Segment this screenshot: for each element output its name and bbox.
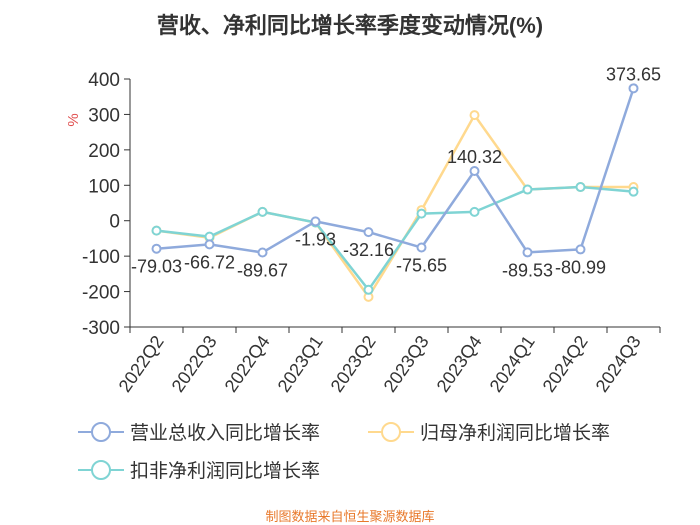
y-axis-unit: % [65,113,82,126]
x-tick-label: 2022Q2 [115,332,168,396]
legend-item-deducted-profit[interactable]: 扣非净利润同比增长率 [78,456,320,483]
y-tick-label: 400 [88,70,120,91]
series-deducted_profit [151,182,639,295]
data-label: -66.72 [184,252,235,272]
legend-swatch-net-profit [368,421,414,442]
y-tick-label: 100 [88,176,120,197]
legend-item-net-profit[interactable]: 归母净利润同比增长率 [368,418,610,445]
data-point [310,216,321,227]
series-line [156,87,635,254]
data-label: -79.03 [131,257,182,277]
y-tick-label: 0 [109,212,120,233]
data-point [522,184,533,195]
y-tick-label: -200 [82,283,120,304]
data-point [469,206,480,217]
x-tick-label: 2022Q4 [221,332,274,396]
data-label: -80.99 [555,257,606,277]
data-point [628,83,639,94]
legend-label-net-profit: 归母净利润同比增长率 [420,423,611,444]
data-point [363,284,374,295]
data-point [151,225,162,236]
legend-item-revenue[interactable]: 营业总收入同比增长率 [78,418,320,445]
data-point [257,247,268,258]
data-label: 373.65 [606,64,661,84]
y-tick-label: 200 [88,141,120,162]
data-label: -89.67 [237,260,288,280]
data-label: -32.16 [343,240,394,260]
x-tick-label: 2024Q3 [592,332,645,396]
chart-title: 营收、净利同比增长率季度变动情况(%) [156,13,544,38]
series-line [156,185,634,292]
data-point [257,206,268,217]
legend-swatch-revenue [78,421,124,442]
legend-label-deducted-profit: 扣非净利润同比增长率 [130,461,321,482]
data-point [416,242,427,253]
legend-label-revenue: 营业总收入同比增长率 [130,423,321,444]
data-point [469,110,480,121]
y-tick-label: 300 [88,105,120,126]
x-tick-label: 2024Q1 [486,332,539,396]
x-tick-label: 2022Q3 [168,332,221,396]
data-point [575,244,586,255]
data-label: 140.32 [447,147,502,167]
data-label: -75.65 [396,256,447,276]
source-note: 制图数据来自恒生聚源数据库 [265,509,435,524]
x-tick-label: 2023Q3 [380,332,433,396]
legend-swatch-deducted-profit [78,459,124,480]
x-tick-label: 2024Q2 [539,332,592,396]
data-label: -89.53 [502,260,553,280]
y-axis: -300 -200 -100 0 100 200 300 400% [65,70,131,339]
data-label: -1.93 [295,229,336,249]
x-tick-label: 2023Q1 [274,332,327,396]
x-tick-label: 2023Q4 [433,332,486,396]
data-labels: -79.03 -66.72 -89.67 -1.93 -32.16-75.65 140.3… [131,64,661,280]
series-revenue [151,83,639,258]
data-point [416,208,427,219]
x-axis: 2022Q2 2022Q3 2022Q4 2023Q1 2023Q2 2023Q3 2023… [115,326,661,396]
y-tick-label: -100 [82,247,120,268]
series-layer [151,83,639,302]
data-point [522,247,533,258]
data-point [151,243,162,254]
data-point [628,186,639,197]
data-point [363,227,374,238]
y-tick-label: -300 [82,318,120,339]
data-point [575,182,586,193]
x-tick-label: 2023Q2 [327,332,380,396]
data-point [204,239,215,250]
data-point [469,166,480,177]
